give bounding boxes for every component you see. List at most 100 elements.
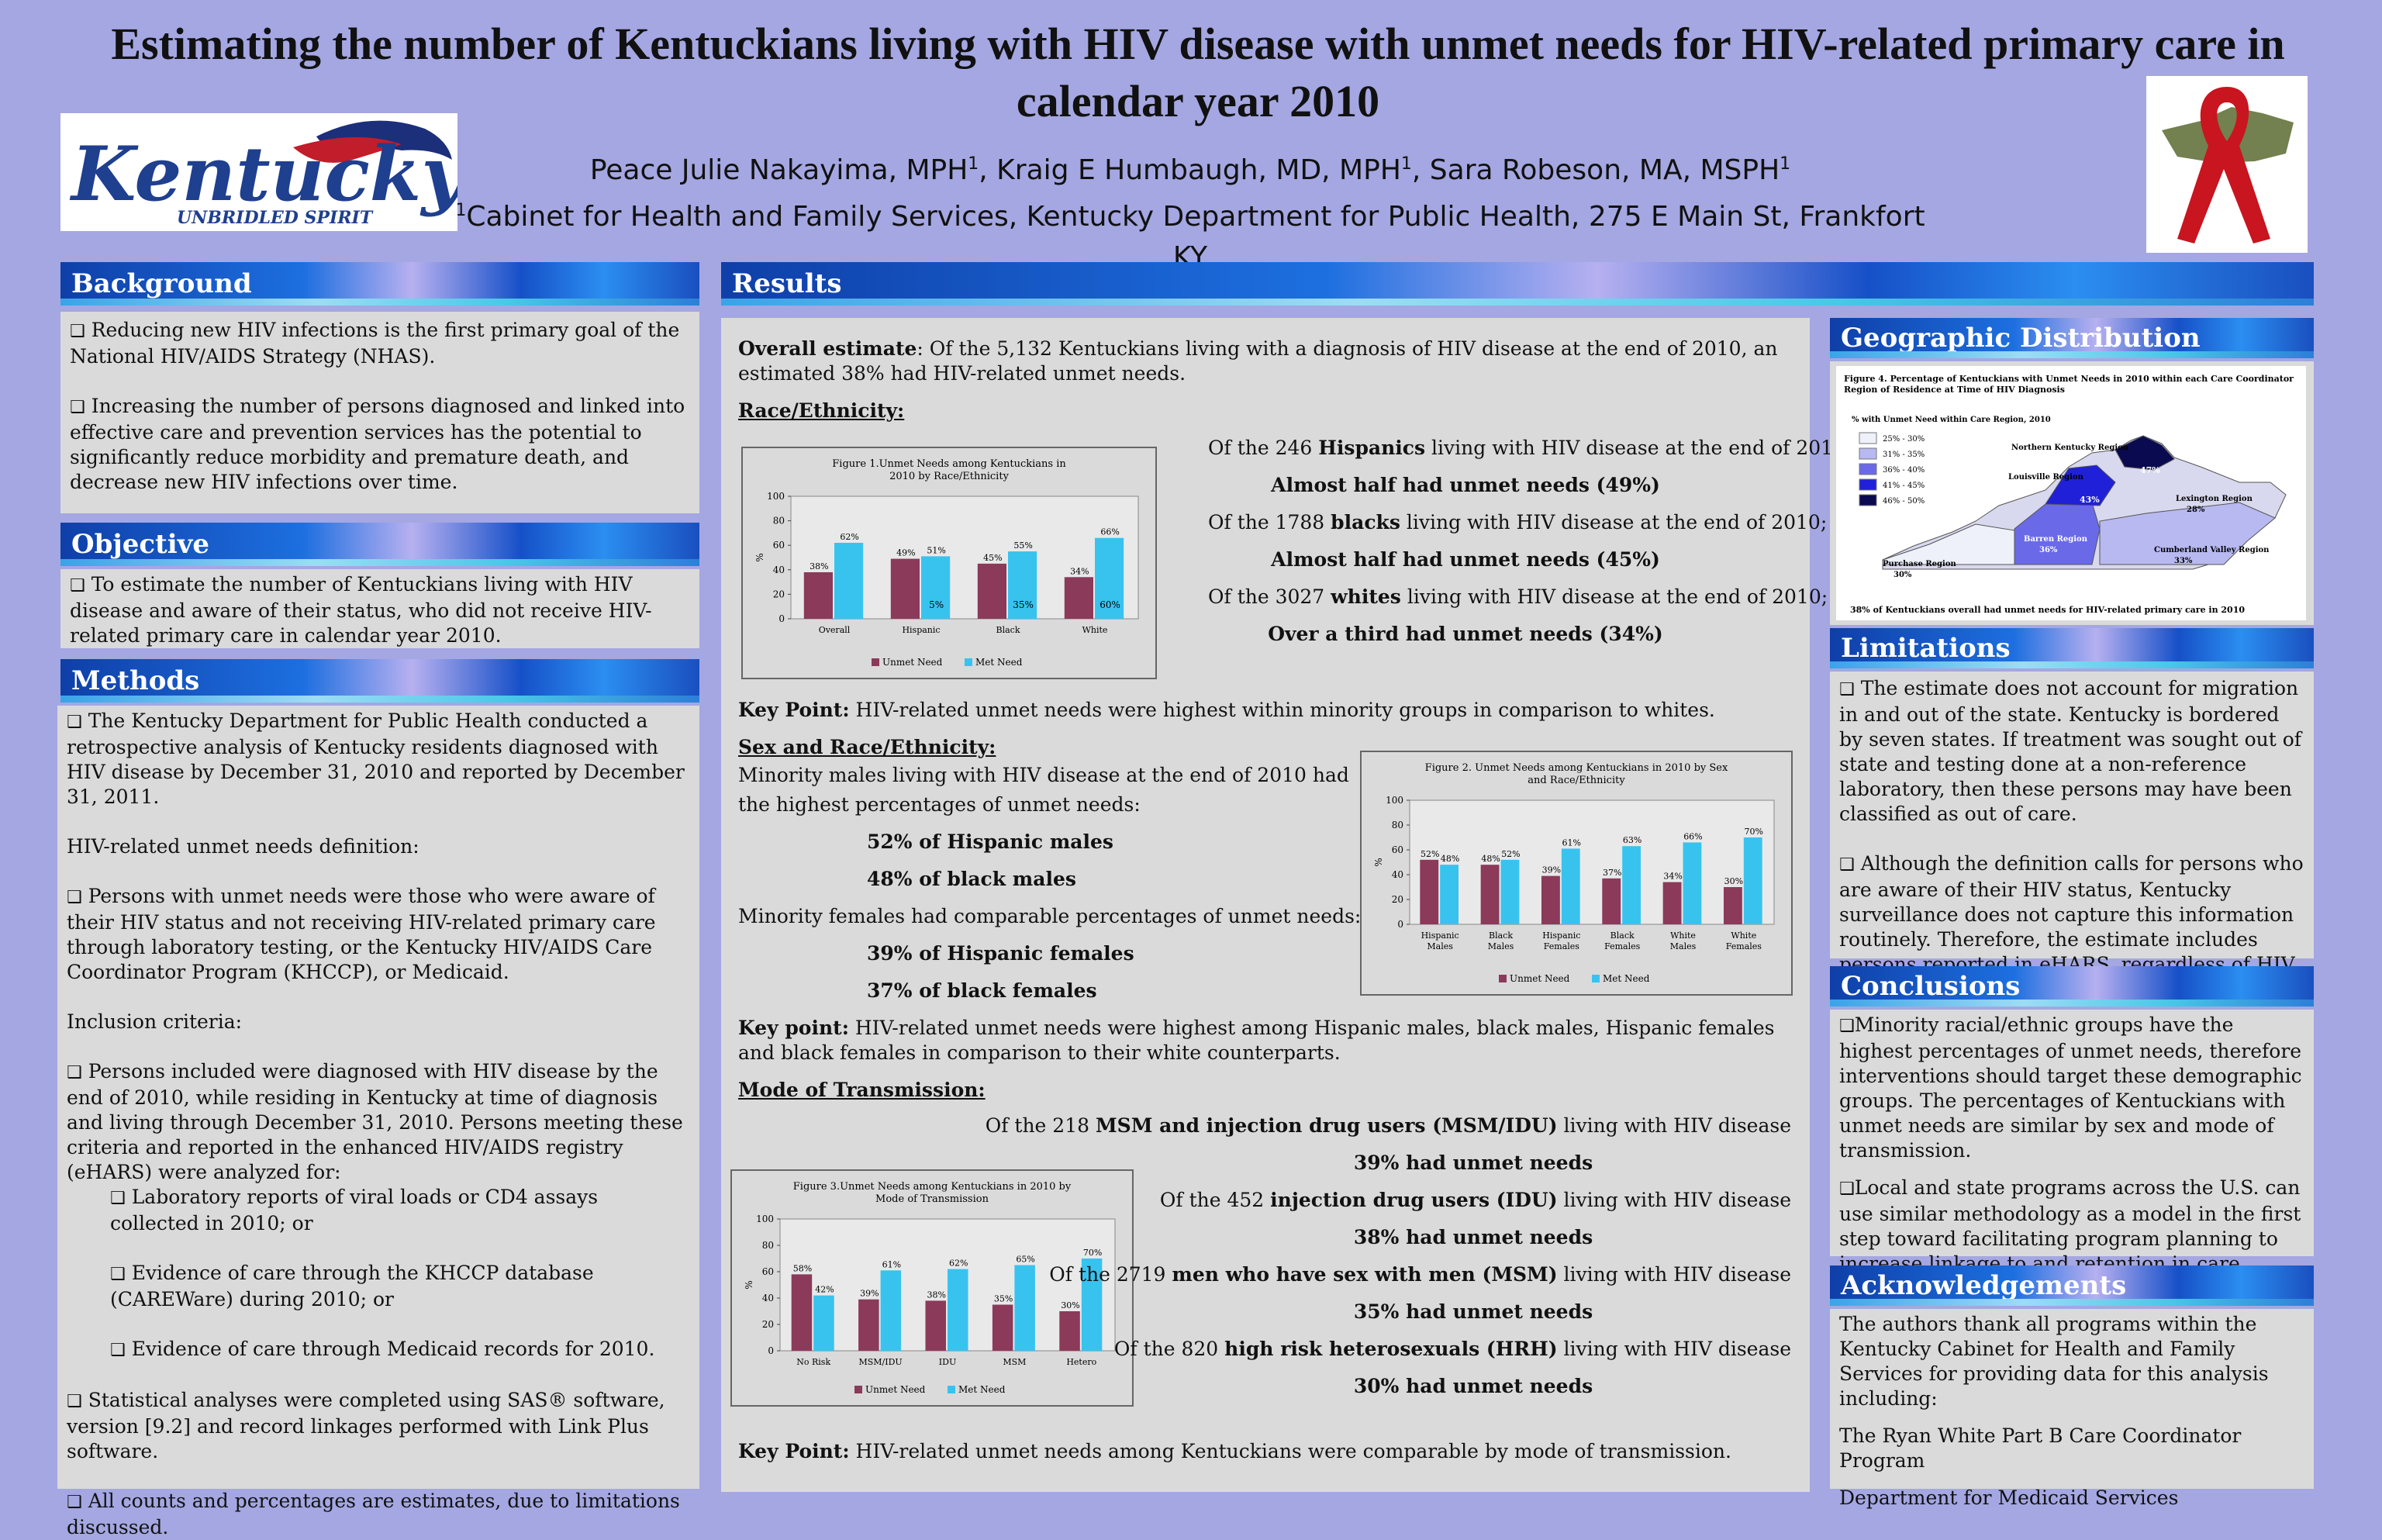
mode-line-msm: Of the 2719 men who have sex with men (M… (1049, 1263, 1791, 1286)
female-stat-2: 37% of black females (867, 979, 1097, 1002)
map-value-northern: 47% (2140, 465, 2160, 475)
data-label: 30% (1724, 876, 1743, 886)
mode-line-hrh: Of the 820 high risk heterosexuals (HRH)… (1113, 1338, 1791, 1360)
y-tick-label: 100 (1386, 795, 1403, 806)
bar (1014, 1265, 1035, 1351)
x-tick-label: White (1731, 931, 1756, 941)
race-result-hispanic: Almost half had unmet needs (49%) (1271, 474, 1660, 496)
bar (1500, 859, 1520, 924)
x-tick-label: Black (996, 625, 1020, 635)
x-tick-label: Hispanic (902, 625, 940, 635)
data-label: 51% (927, 545, 945, 555)
red-ribbon-logo (2146, 76, 2308, 253)
chart-title: Figure 1.Unmet Needs among Kentuckians i… (832, 458, 1066, 470)
acknowledgements-panel: The authors thank all programs within th… (1830, 1309, 2314, 1509)
poster-authors: Peace Julie Nakayima, MPH1, Kraig E Humb… (455, 154, 1925, 273)
bar (1440, 865, 1459, 924)
map-label-lexington: Lexington Region (2176, 495, 2253, 503)
data-label: 42% (815, 1285, 834, 1295)
data-label: 66% (1100, 527, 1119, 537)
geo-legend-label: 25% - 30% (1883, 435, 1925, 444)
y-tick-label: 20 (1392, 894, 1403, 905)
y-tick-label: 20 (762, 1319, 774, 1330)
bar (1541, 875, 1560, 924)
y-tick-label: 0 (768, 1345, 774, 1356)
mode-line-idu: Of the 452 injection drug users (IDU) li… (1159, 1189, 1791, 1211)
legend-swatch (1499, 975, 1507, 982)
data-label: 35% (994, 1294, 1013, 1304)
objective-panel: ❑ To estimate the number of Kentuckians … (60, 569, 699, 648)
bar (1662, 882, 1682, 924)
mode-line-msm-idu: Of the 218 MSM and injection drug users … (985, 1114, 1791, 1137)
y-tick-label: 40 (762, 1293, 774, 1303)
bar (1622, 846, 1642, 924)
data-label: 55% (1013, 540, 1032, 551)
x-tick-label: Females (1604, 941, 1641, 951)
geo-header: Geographic Distribution (1830, 318, 2314, 358)
map-value-purchase: 30% (1894, 571, 1912, 579)
male-stat-1: 52% of Hispanic males (867, 830, 1113, 853)
conclusions-header: Conclusions (1830, 966, 2314, 1007)
x-tick-label: Hetero (1066, 1357, 1096, 1367)
data-label: 49% (896, 548, 915, 558)
data-label: 5% (929, 599, 944, 610)
data-label: 60% (1100, 599, 1120, 610)
bar (992, 1304, 1013, 1351)
map-value-louisville: 43% (2080, 495, 2100, 505)
affiliation: Cabinet for Health and Family Services, … (466, 201, 1925, 273)
data-label: 63% (1623, 835, 1642, 845)
data-label: 65% (1016, 1255, 1034, 1265)
x-tick-label: Males (1488, 941, 1514, 951)
data-label: 70% (1745, 827, 1763, 837)
geo-legend-label: 41% - 45% (1883, 482, 1925, 490)
ack-item: The Ryan White Part B Care Coordinator P… (1839, 1424, 2242, 1472)
map-purchase-region (1882, 523, 2015, 565)
map-label-louisville: Louisville Region (2008, 473, 2084, 482)
geo-legend-title: % with Unmet Need within Care Region, 20… (1852, 416, 2051, 424)
bar (880, 1270, 902, 1351)
background-header: Background (60, 262, 699, 306)
sex-intro-2: the highest percentages of unmet needs: (738, 793, 1141, 816)
x-tick-label: White (1082, 625, 1108, 635)
data-label: 38% (810, 561, 828, 571)
geo-fig-title-line2: Region of Residence at Time of HIV Diagn… (1844, 385, 2065, 395)
background-panel: ❑ Reducing new HIV infections is the fir… (60, 312, 699, 513)
data-label: 45% (983, 553, 1002, 563)
poster-title: Estimating the number of Kentuckians liv… (111, 19, 2285, 126)
bar (1602, 878, 1621, 924)
key-point-3: Key Point: HIV-related unmet needs among… (738, 1440, 1731, 1462)
sex-heading: Sex and Race/Ethnicity: (738, 736, 996, 758)
legend-swatch (872, 658, 879, 666)
data-label: 62% (949, 1259, 968, 1269)
female-stat-1: 39% of Hispanic females (867, 942, 1134, 965)
y-tick-label: 80 (762, 1240, 774, 1251)
geo-caption: 38% of Kentuckians overall had unmet nee… (1850, 605, 2245, 615)
legend-label: Met Need (958, 1384, 1006, 1395)
geo-legend-label: 46% - 50% (1883, 497, 1925, 506)
map-louisville-region (2045, 464, 2116, 506)
data-label: 52% (1421, 849, 1439, 859)
mode-result-msm-idu: 39% had unmet needs (1353, 1152, 1593, 1174)
y-tick-label: 40 (1392, 869, 1403, 880)
map-cumberland-region (2099, 502, 2276, 565)
chart-title: Mode of Transmission (875, 1193, 989, 1205)
y-tick-label: 60 (1392, 844, 1403, 855)
bar (1723, 887, 1742, 924)
bar (1008, 551, 1037, 619)
kentucky-logo: Kentucky UNBRIDLED SPIRIT (60, 113, 469, 231)
geo-legend-swatch (1859, 478, 1877, 491)
results-panel: Overall estimate: Of the 5,132 Kentuckia… (721, 318, 1852, 1492)
figure-2: Figure 2. Unmet Needs among Kentuckians … (1360, 751, 1793, 996)
map-northern-region (2114, 435, 2175, 471)
y-axis-label: % (754, 553, 765, 561)
bar (813, 1295, 834, 1351)
x-tick-label: Females (1726, 941, 1762, 951)
data-label: 58% (793, 1263, 812, 1273)
y-tick-label: 100 (767, 491, 785, 502)
data-label: 39% (1542, 865, 1561, 875)
data-label: 61% (1562, 837, 1581, 848)
data-label: 62% (840, 532, 858, 542)
geo-legend-label: 31% - 35% (1883, 451, 1925, 459)
legend-swatch (854, 1386, 862, 1393)
bar (1081, 1259, 1103, 1351)
